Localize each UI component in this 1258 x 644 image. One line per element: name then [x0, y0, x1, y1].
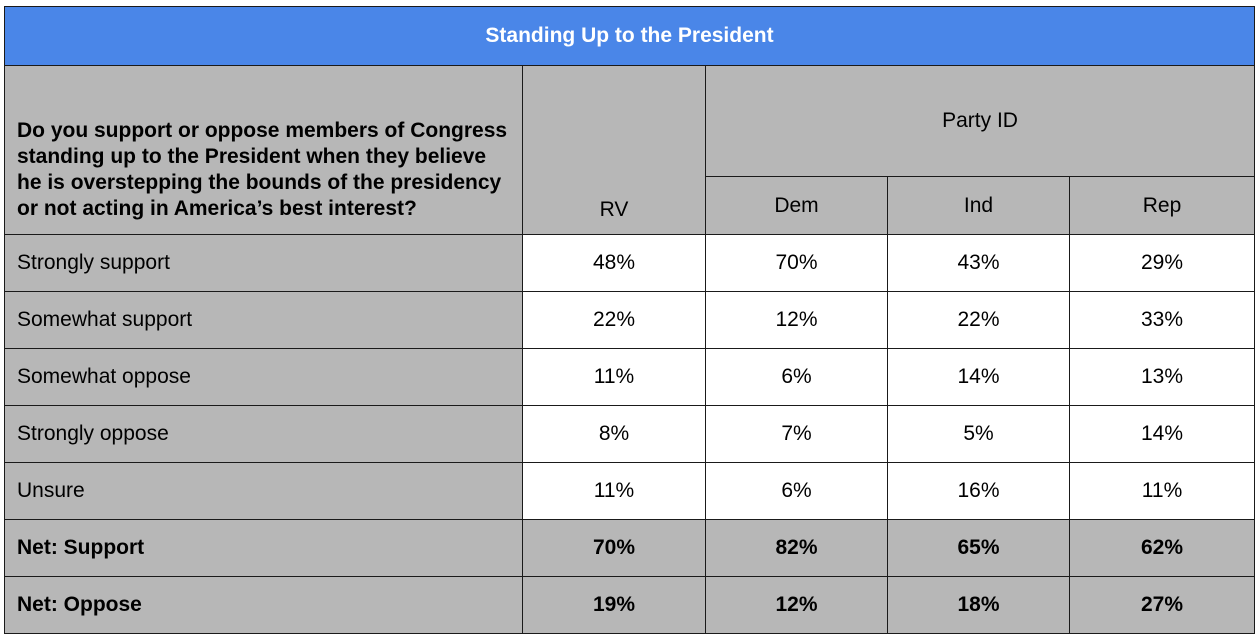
cell-rv: 11%	[522, 348, 706, 406]
column-header-rep: Rep	[1068, 176, 1256, 235]
column-header-rv: RV	[522, 65, 706, 235]
table-row-net-oppose: Net: Oppose 19% 12% 18% 27%	[4, 576, 1256, 634]
cell-ind: 65%	[887, 519, 1070, 577]
cell-rv: 48%	[522, 234, 706, 292]
cell-rep: 13%	[1068, 348, 1256, 406]
cell-rv: 8%	[522, 405, 706, 463]
cell-ind: 16%	[887, 462, 1070, 520]
cell-rep: 27%	[1068, 576, 1256, 634]
cell-ind: 14%	[887, 348, 1070, 406]
title-row: Standing Up to the President	[3, 6, 1256, 66]
cell-dem: 12%	[705, 291, 888, 349]
cell-ind: 18%	[887, 576, 1070, 634]
cell-rv: 11%	[522, 462, 706, 520]
table-row: Somewhat support 22% 12% 22% 33%	[4, 291, 1256, 349]
cell-dem: 82%	[705, 519, 888, 577]
cell-rep: 11%	[1068, 462, 1256, 520]
cell-rv: 70%	[522, 519, 706, 577]
question-text: Do you support or oppose members of Cong…	[4, 65, 523, 235]
table-row: Unsure 11% 6% 16% 11%	[4, 462, 1256, 520]
cell-rv: 19%	[522, 576, 706, 634]
column-header-dem: Dem	[705, 176, 888, 235]
table-row-net-support: Net: Support 70% 82% 65% 62%	[4, 519, 1256, 577]
table-row: Strongly support 48% 70% 43% 29%	[4, 234, 1256, 292]
row-label: Net: Oppose	[4, 576, 523, 634]
cell-dem: 70%	[705, 234, 888, 292]
column-group-party-id: Party ID	[704, 65, 1256, 177]
row-label: Unsure	[4, 462, 523, 520]
cell-dem: 7%	[705, 405, 888, 463]
cell-rep: 29%	[1068, 234, 1256, 292]
cell-dem: 6%	[705, 348, 888, 406]
row-label: Somewhat support	[4, 291, 523, 349]
cell-rep: 62%	[1068, 519, 1256, 577]
poll-table: Standing Up to the President Do you supp…	[3, 6, 1256, 634]
header-row-group: Do you support or oppose members of Cong…	[4, 65, 1256, 235]
column-header-ind: Ind	[887, 176, 1070, 235]
cell-ind: 43%	[887, 234, 1070, 292]
row-label: Somewhat oppose	[4, 348, 523, 406]
cell-dem: 6%	[705, 462, 888, 520]
table-row: Somewhat oppose 11% 6% 14% 13%	[4, 348, 1256, 406]
cell-rep: 14%	[1068, 405, 1256, 463]
cell-ind: 22%	[887, 291, 1070, 349]
table-title: Standing Up to the President	[3, 6, 1256, 66]
row-label: Net: Support	[4, 519, 523, 577]
table-row: Strongly oppose 8% 7% 5% 14%	[4, 405, 1256, 463]
cell-ind: 5%	[887, 405, 1070, 463]
row-label: Strongly oppose	[4, 405, 523, 463]
cell-dem: 12%	[705, 576, 888, 634]
cell-rep: 33%	[1068, 291, 1256, 349]
header-row-sub: Dem Ind Rep	[5, 176, 1256, 235]
cell-rv: 22%	[522, 291, 706, 349]
row-label: Strongly support	[4, 234, 523, 292]
